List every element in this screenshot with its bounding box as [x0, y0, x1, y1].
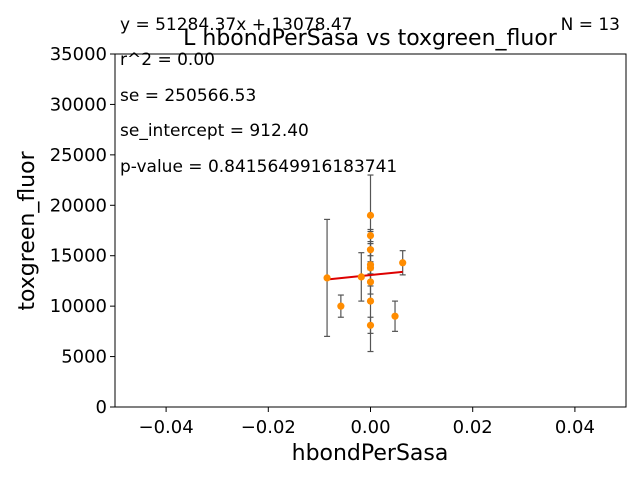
- x-tick-label: 0.04: [555, 417, 595, 438]
- y-tick-label: 0: [96, 397, 107, 418]
- y-tick-label: 25000: [50, 145, 107, 166]
- r2-annotation: r^2 = 0.00: [120, 50, 215, 70]
- fit-line-group: [326, 270, 403, 281]
- y-tick-label: 5000: [61, 347, 107, 368]
- x-tick-label: −0.02: [241, 417, 296, 438]
- y-tick-label: 35000: [50, 44, 107, 65]
- se-annotation: se = 250566.53: [120, 86, 256, 106]
- x-tick-label: −0.04: [139, 417, 194, 438]
- y-axis-title: toxgreen_fluor: [15, 150, 40, 310]
- data-point: [366, 264, 375, 272]
- data-point: [366, 211, 375, 219]
- p-value-annotation: p-value = 0.8415649916183741: [120, 157, 397, 177]
- data-point: [366, 321, 375, 329]
- data-point: [391, 312, 399, 320]
- regression-line: [326, 270, 403, 281]
- data-point: [323, 274, 331, 282]
- x-axis-title: hbondPerSasa: [292, 441, 449, 466]
- data-point: [366, 297, 375, 305]
- data-point: [357, 273, 365, 281]
- data-point: [366, 231, 375, 240]
- data-point: [366, 278, 375, 286]
- n-annotation: N = 13: [561, 15, 620, 35]
- y-tick-label: 20000: [50, 195, 107, 216]
- data-point: [366, 246, 375, 254]
- chart-title: L hbondPerSasa vs toxgreen_fluor: [183, 26, 558, 51]
- y-tick-label: 15000: [50, 246, 107, 267]
- y-tick-label: 10000: [50, 296, 107, 317]
- y-tick-label: 30000: [50, 94, 107, 115]
- data-point: [337, 302, 345, 310]
- y-axis-ticks: 0 5000 10000 15000 20000 25000 30000 35000: [50, 44, 115, 418]
- se-intercept-annotation: se_intercept = 912.40: [120, 121, 309, 141]
- data-point: [399, 259, 407, 267]
- x-tick-label: 0.00: [350, 417, 390, 438]
- x-axis-ticks: −0.04 −0.02 0.00 0.02 0.04: [139, 407, 595, 438]
- data-points: [323, 211, 407, 329]
- equation-annotation: y = 51284.37x + 13078.47: [120, 15, 352, 35]
- x-tick-label: 0.02: [453, 417, 493, 438]
- error-bars: [324, 174, 406, 353]
